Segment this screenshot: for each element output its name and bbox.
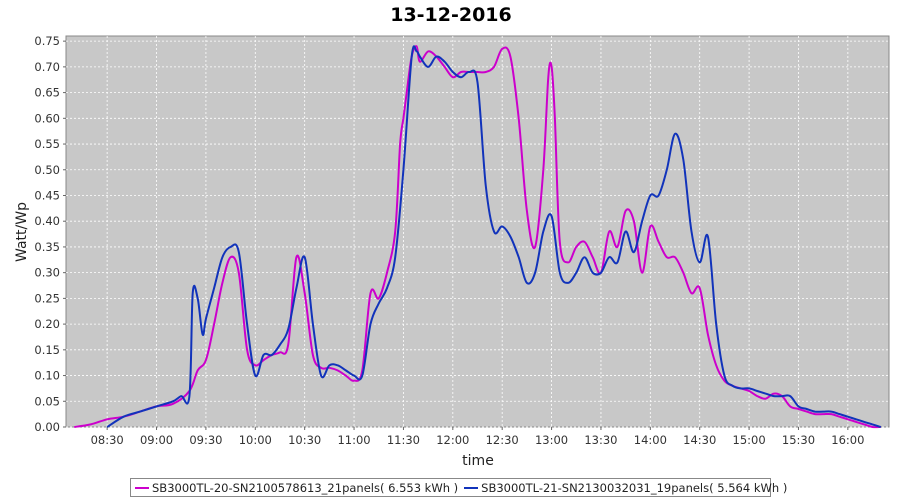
legend-swatch-series-1 — [135, 486, 149, 489]
legend-swatch-series-2 — [464, 486, 479, 489]
y-tick-label: 0.40 — [34, 214, 60, 228]
x-tick-label: 15:00 — [733, 433, 766, 447]
x-axis-ticks: 08:30 09:00 09:30 10:00 10:30 11:00 11:30 12:00… — [91, 427, 864, 447]
x-tick-label: 13:00 — [535, 433, 568, 447]
x-tick-label: 11:00 — [337, 433, 370, 447]
x-tick-label: 10:30 — [288, 433, 321, 447]
y-tick-label: 0.25 — [34, 291, 60, 305]
y-tick-label: 0.55 — [34, 137, 60, 151]
y-tick-label: 0.65 — [34, 86, 60, 100]
plot-area — [65, 35, 890, 428]
x-tick-label: 12:30 — [486, 433, 519, 447]
series-lines — [74, 45, 882, 429]
y-tick-label: 0.30 — [34, 266, 60, 280]
y-tick-label: 0.00 — [34, 420, 60, 434]
x-tick-label: 16:00 — [831, 433, 864, 447]
x-tick-label: 14:00 — [634, 433, 667, 447]
x-tick-label: 09:00 — [140, 433, 173, 447]
y-tick-label: 0.70 — [34, 60, 60, 74]
x-tick-label: 11:30 — [387, 433, 420, 447]
x-tick-label: 14:30 — [683, 433, 716, 447]
x-axis-label: time — [462, 453, 494, 469]
y-tick-label: 0.45 — [34, 188, 60, 202]
legend-item-series-2: SB3000TL-21-SN2130032031_19panels( 5.564… — [464, 481, 787, 495]
series-line-1 — [74, 45, 881, 429]
x-tick-label: 10:00 — [239, 433, 272, 447]
y-axis-label: Watt/Wp — [14, 202, 30, 262]
series-line-2 — [106, 45, 882, 428]
legend-label-series-2: SB3000TL-21-SN2130032031_19panels( 5.564… — [481, 480, 788, 495]
legend: SB3000TL-20-SN2100578613_21panels( 6.553… — [130, 478, 787, 497]
y-tick-label: 0.05 — [34, 394, 60, 408]
y-axis-ticks: 0.00 0.05 0.10 0.15 0.20 0.25 0.30 0.35 0.40 0.45… — [34, 34, 66, 434]
y-tick-label: 0.35 — [34, 240, 60, 254]
legend-label-series-1: SB3000TL-20-SN2100578613_21panels( 6.553… — [152, 480, 459, 495]
y-tick-label: 0.50 — [34, 163, 60, 177]
y-tick-label: 0.15 — [34, 343, 60, 357]
x-tick-label: 08:30 — [91, 433, 124, 447]
x-tick-label: 12:00 — [436, 433, 469, 447]
x-tick-label: 13:30 — [584, 433, 617, 447]
chart-title: 13-12-2016 — [390, 4, 512, 26]
x-tick-label: 09:30 — [189, 433, 222, 447]
x-tick-label: 15:30 — [782, 433, 815, 447]
legend-item-series-1: SB3000TL-20-SN2100578613_21panels( 6.553… — [135, 481, 458, 495]
y-tick-label: 0.75 — [34, 34, 60, 48]
y-tick-label: 0.60 — [34, 111, 60, 125]
y-tick-label: 0.10 — [34, 369, 60, 383]
y-tick-label: 0.20 — [34, 317, 60, 331]
